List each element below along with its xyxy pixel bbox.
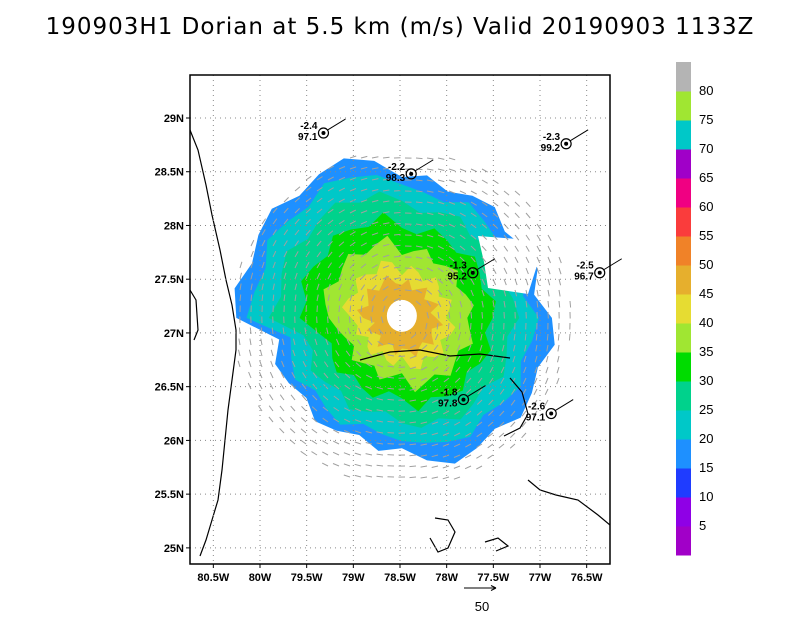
- colorbar-label: 5: [699, 518, 706, 533]
- colorbar-swatch: [676, 468, 691, 498]
- colorbar-swatch: [676, 410, 691, 440]
- axis-ticks: 80.5W 80W 79.5W 79W 78.5W 78W 77.5W 77W 76.5W 25N…: [155, 113, 604, 584]
- colorbar-label: 30: [699, 373, 713, 388]
- lat-tick-label: 26.5N: [155, 382, 184, 394]
- coast-segment: [484, 537, 510, 552]
- dropsonde-pressure: 97.1: [526, 413, 546, 424]
- dropsonde-pressure: 95.2: [447, 272, 467, 283]
- dropsonde-marker: -2.497.1: [298, 118, 346, 143]
- reference-vector-label: 50: [475, 599, 489, 614]
- dropsonde-marker: -2.298.3: [386, 159, 434, 184]
- lon-tick-label: 78W: [435, 572, 458, 584]
- dropsonde-value: -2.6: [528, 402, 546, 413]
- colorbar-swatch: [676, 381, 691, 411]
- colorbar-swatch: [676, 323, 691, 353]
- dropsonde-pressure: 97.8: [438, 399, 458, 410]
- lat-tick-label: 28.5N: [155, 167, 184, 179]
- colorbar: 5 10 15 20 25 30 35 40 45 50 55 60 65 70 75 80: [676, 62, 713, 556]
- lon-tick-label: 80W: [249, 572, 272, 584]
- lon-tick-label: 78.5W: [384, 572, 416, 584]
- lon-tick-label: 77W: [529, 572, 552, 584]
- colorbar-label: 40: [699, 315, 713, 330]
- colorbar-swatch: [676, 294, 691, 324]
- dropsonde-value: -2.3: [543, 132, 561, 143]
- dropsonde-value: -1.8: [440, 388, 458, 399]
- lat-tick-label: 26N: [164, 435, 184, 447]
- dropsonde-pressure: 97.1: [298, 132, 318, 143]
- lon-tick-label: 79W: [342, 572, 365, 584]
- coast-segment: [527, 479, 610, 526]
- dropsonde-marker: -2.697.1: [526, 399, 574, 424]
- colorbar-swatch: [676, 265, 691, 295]
- colorbar-label: 55: [699, 228, 713, 243]
- coast-segment: [503, 377, 529, 437]
- dropsonde-pressure: 98.3: [386, 173, 406, 184]
- colorbar-label: 20: [699, 431, 713, 446]
- dropsonde-marker: -2.399.2: [541, 129, 589, 154]
- coastline: [190, 129, 610, 557]
- lon-tick-label: 80.5W: [197, 572, 229, 584]
- colorbar-label: 10: [699, 489, 713, 504]
- colorbar-swatch: [676, 207, 691, 237]
- dropsonde-value: -1.3: [450, 261, 468, 272]
- colorbar-swatch: [676, 91, 691, 121]
- colorbar-swatch: [676, 62, 691, 92]
- colorbar-swatch: [676, 352, 691, 382]
- colorbar-label: 70: [699, 141, 713, 156]
- figure-title: 190903H1 Dorian at 5.5 km (m/s) Valid 20…: [45, 14, 755, 40]
- lat-tick-label: 29N: [164, 113, 184, 125]
- coast-segment: [190, 129, 237, 557]
- colorbar-label: 50: [699, 257, 713, 272]
- colorbar-label: 60: [699, 199, 713, 214]
- colorbar-label: 35: [699, 344, 713, 359]
- colorbar-label: 45: [699, 286, 713, 301]
- lon-tick-label: 79.5W: [291, 572, 323, 584]
- dropsonde-marker: -1.897.8: [438, 385, 486, 410]
- lon-tick-label: 77.5W: [477, 572, 509, 584]
- colorbar-label: 65: [699, 170, 713, 185]
- colorbar-swatch: [676, 120, 691, 150]
- dropsonde-marker: -1.395.2: [447, 258, 496, 283]
- colorbar-swatch: [676, 497, 691, 527]
- colorbar-label: 80: [699, 83, 713, 98]
- lat-tick-label: 27N: [164, 328, 184, 340]
- colorbar-swatch: [676, 236, 691, 266]
- dropsondes: -2.497.1-2.298.3-2.399.2-1.395.2-2.596.7…: [298, 118, 622, 424]
- dropsonde-pressure: 99.2: [541, 143, 561, 154]
- lat-tick-label: 25.5N: [155, 489, 184, 501]
- lat-tick-label: 27.5N: [155, 274, 184, 286]
- lat-tick-label: 25N: [164, 543, 184, 555]
- dropsonde-pressure: 96.7: [574, 272, 594, 283]
- colorbar-swatch: [676, 178, 691, 208]
- coast-segment: [429, 517, 456, 553]
- storm-eye: [386, 299, 417, 332]
- coast-segment: [359, 349, 511, 361]
- dropsonde-value: -2.2: [388, 162, 406, 173]
- coast-segment: [190, 289, 199, 341]
- dropsonde-value: -2.5: [576, 261, 594, 272]
- colorbar-swatch: [676, 149, 691, 179]
- dropsonde-value: -2.4: [300, 121, 318, 132]
- colorbar-label: 75: [699, 112, 713, 127]
- colorbar-label: 25: [699, 402, 713, 417]
- dropsonde-marker: -2.596.7: [574, 258, 622, 283]
- colorbar-label: 15: [699, 460, 713, 475]
- lat-tick-label: 28N: [164, 220, 184, 232]
- wind-vectors: [237, 155, 572, 480]
- reference-vector: 50: [464, 585, 497, 614]
- colorbar-swatch: [676, 439, 691, 469]
- colorbar-swatch: [676, 526, 691, 556]
- gridlines: [190, 75, 610, 564]
- lon-tick-label: 76.5W: [571, 572, 603, 584]
